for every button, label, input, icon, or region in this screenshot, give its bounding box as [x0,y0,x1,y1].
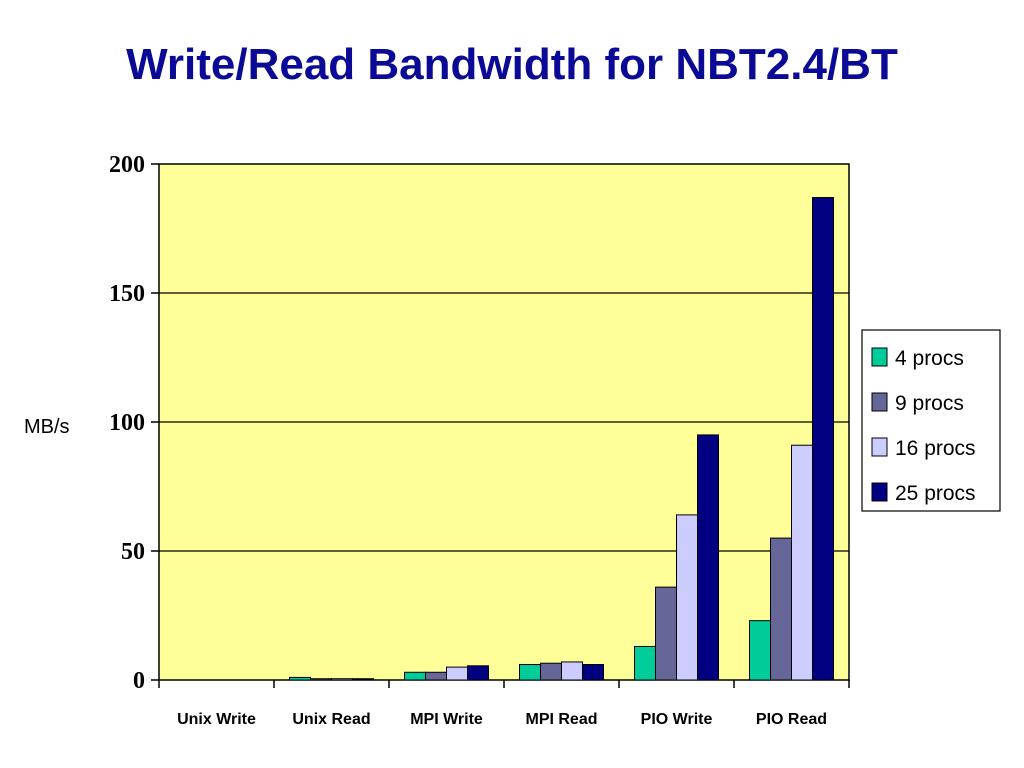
bar [697,434,719,681]
bar [540,662,562,681]
bar [561,661,583,681]
bar [634,645,656,681]
legend-swatch [871,347,888,367]
bar [446,666,468,681]
legend-label: 25 procs [895,482,976,505]
gridlines [159,292,849,552]
bar [791,444,813,681]
legend-swatch [871,437,888,457]
bar [676,514,698,681]
chart-title: Write/Read Bandwidth for NBT2.4/BT [126,40,898,89]
bar [467,665,489,681]
y-tick-label: 150 [109,281,145,307]
y-axis-label: MB/s [24,416,70,438]
bars [289,197,834,681]
bar [812,197,834,681]
bar [289,676,311,681]
x-tick-label: Unix Write [177,711,256,728]
legend-label: 16 procs [895,437,976,460]
bar [519,664,541,681]
x-tick-label: PIO Read [756,711,827,728]
legend-swatch [871,482,888,502]
legend-swatch [871,392,888,412]
bar [770,537,792,681]
x-tick-label: PIO Write [641,711,713,728]
bar [749,620,771,681]
y-tick-label: 200 [109,152,145,178]
bar [310,678,332,681]
legend-label: 9 procs [895,392,964,415]
y-tick-label: 50 [121,539,145,565]
bar [331,678,353,681]
x-tick-label: MPI Write [410,711,483,728]
axes: 0 50 100 150 200 Unix Write Unix Read MPI Write… [109,152,850,728]
legend: 4 procs 9 procs 16 procs 25 procs [861,329,1001,512]
bar [425,671,447,681]
bar [582,664,604,681]
x-tick-label: Unix Read [292,711,370,728]
y-tick-label: 0 [133,668,145,694]
bar [404,671,426,681]
bar [352,678,374,681]
y-tick-label: 100 [109,410,145,436]
bar [655,586,677,681]
legend-label: 4 procs [895,347,964,370]
x-tick-label: MPI Read [525,711,597,728]
